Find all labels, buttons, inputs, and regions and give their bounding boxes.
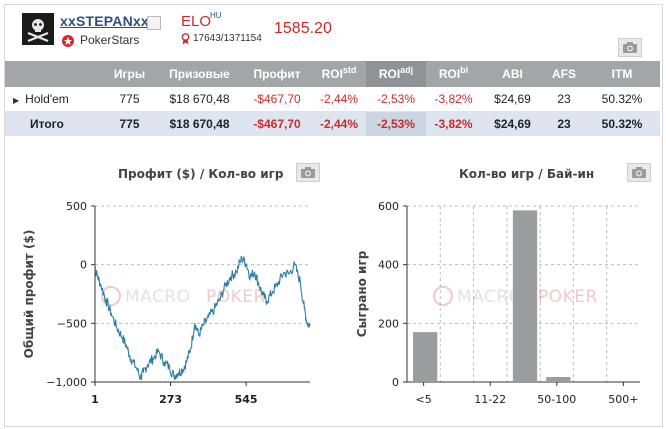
elo-region: HU [210,11,222,20]
y-tick-label: 500 [66,200,87,213]
camera-icon [632,167,646,178]
roi-adj-cell: -2,53% [366,87,426,112]
pirate-flag-icon [22,13,54,45]
profit-cell: -$467,70 [242,111,312,136]
profit-cell: -$467,70 [242,87,312,112]
column-header[interactable]: ROIadj [366,61,426,87]
column-header[interactable]: ROIbi [426,61,481,87]
y-tick-label: 400 [378,259,399,272]
afs-cell: 23 [544,87,584,112]
watermark-logo-icon [101,286,121,306]
roi-std-cell: -2,44% [312,111,366,136]
screenshot-table-button[interactable] [618,38,642,57]
row-name: Итого [5,111,102,136]
watermark-text: MACRO [125,287,191,307]
y-tick-label: 600 [378,200,399,213]
screenshot-buyin-chart-button[interactable] [627,163,651,182]
x-tick-label: 273 [159,393,182,406]
stats-table: Игры Призовые Профит ROIstd ROIadj ROIbi… [5,61,660,136]
games-cell: 775 [102,87,157,112]
column-sup: adj [400,65,414,75]
column-label: ROI [321,67,343,81]
column-header[interactable]: ROIstd [312,61,366,87]
table-row-total: Итого 775 $18 670,48 -$467,70 -2,44% -2,… [5,111,660,136]
column-header[interactable]: Игры [102,61,157,87]
column-header[interactable]: AFS [544,61,584,87]
x-tick-label: 11-22 [474,393,506,406]
camera-icon [623,42,637,53]
expand-triangle-icon[interactable]: ▶ [13,96,20,105]
pokerstars-logo-icon [62,35,74,47]
country-flag-icon [147,16,161,30]
y-tick-label: 0 [80,259,87,272]
x-tick-label: <5 [416,393,432,406]
x-tick-label: 50-100 [537,393,576,406]
rank-medal-icon [181,33,190,45]
column-label: ROI [378,67,401,81]
profit-series-line [94,255,311,381]
afs-cell: 23 [544,111,584,136]
column-label: ROI [438,67,461,81]
x-tick-label: 545 [235,393,258,406]
y-tick-label: −1,000 [46,376,87,389]
abi-cell: $24,69 [481,111,544,136]
macropoker-watermark: MACRO POKER [433,286,598,307]
column-header[interactable]: Профит [242,61,312,87]
prize-cell: $18 670,48 [157,87,242,112]
row-name: Hold'em [25,92,69,106]
column-sup: std [342,65,357,75]
watermark-text: POKER [538,287,598,307]
bar [546,377,571,382]
poker-room-name: PokerStars [80,33,140,47]
table-header: Игры Призовые Профит ROIstd ROIadj ROIbi… [5,61,660,87]
roi-bi-cell: -3,82% [426,111,481,136]
bar [512,210,538,382]
y-tick-label: −500 [57,317,87,330]
column-header[interactable]: ITM [584,61,660,87]
screenshot-profit-chart-button[interactable] [296,163,320,182]
rank-position: 17643/1371154 [193,33,262,44]
elo-value: 1585.20 [274,20,332,37]
watermark-logo-icon [433,286,453,306]
y-axis-label: Общий профит ($) [22,230,36,359]
column-header [5,61,102,87]
y-tick-label: 200 [378,317,399,330]
bar [413,332,438,382]
y-axis-label: Сыграно игр [355,250,369,337]
y-tick-label: 0 [392,376,399,389]
watermark-text: MACRO [457,287,523,307]
username-link[interactable]: xxSTEPANxx [60,13,149,29]
roi-adj-cell: -2,53% [366,111,426,136]
itm-cell: 50.32% [584,111,660,136]
roi-std-cell: -2,44% [312,87,366,112]
table-row[interactable]: ▶ Hold'em 775 $18 670,48 -$467,70 -2,44% … [5,87,660,112]
prize-cell: $18 670,48 [157,111,242,136]
avatar[interactable] [22,13,54,45]
column-header[interactable]: ABI [481,61,544,87]
buyin-chart-title: Кол-во игр / Бай-ин [459,167,595,181]
x-tick-label: 1 [91,393,99,406]
x-tick-label: 500+ [608,393,638,406]
itm-cell: 50.32% [584,87,660,112]
abi-cell: $24,69 [481,87,544,112]
column-sup: bi [460,65,469,75]
camera-icon [301,167,315,178]
row-name-cell[interactable]: ▶ Hold'em [5,87,102,112]
column-header[interactable]: Призовые [157,61,242,87]
profit-chart-title: Профит ($) / Кол-во игр [118,167,284,181]
games-cell: 775 [102,111,157,136]
roi-bi-cell: -3,82% [426,87,481,112]
elo-label: ELO [181,13,212,30]
